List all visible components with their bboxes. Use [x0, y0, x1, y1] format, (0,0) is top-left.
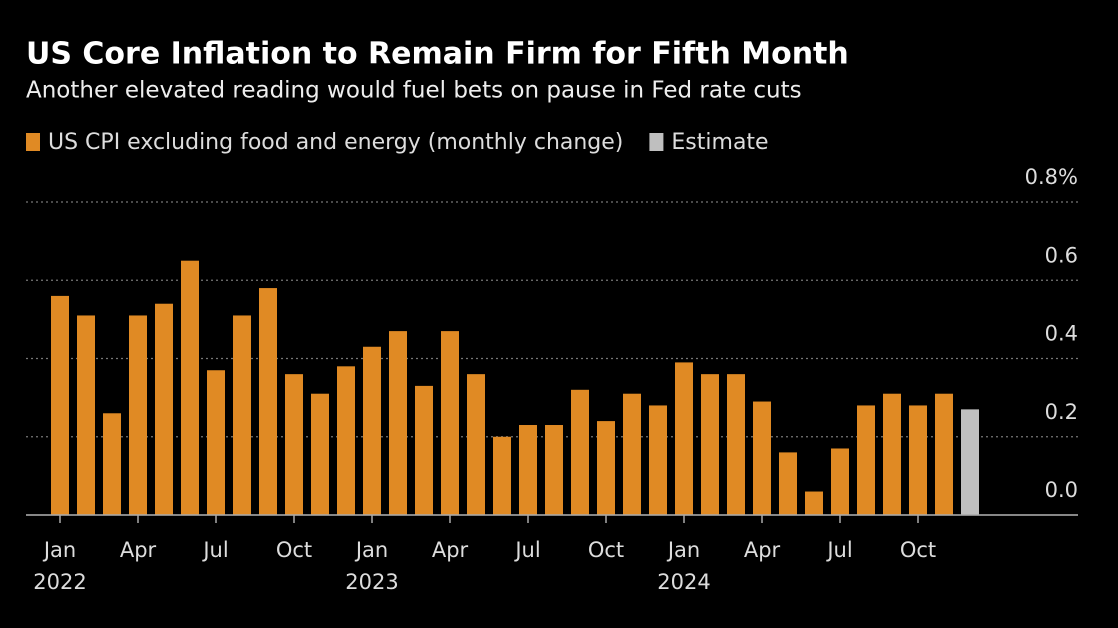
bar: [155, 303, 173, 515]
bar: [311, 393, 329, 515]
bar: [519, 425, 537, 515]
x-tick-label: Jul: [201, 538, 228, 562]
bar: [597, 421, 615, 515]
x-tick-label: Jul: [513, 538, 540, 562]
bar: [753, 401, 771, 515]
bar: [129, 315, 147, 515]
bar: [77, 315, 95, 515]
bar: [909, 405, 927, 515]
x-tick-label: Jan 2023: [345, 538, 398, 594]
bar: [259, 288, 277, 515]
x-tick-label: Apr: [120, 538, 157, 562]
bar: [233, 315, 251, 515]
bar: [571, 389, 589, 515]
y-tick-label: 0.2: [1045, 400, 1078, 424]
chart-title: US Core Inflation to Remain Firm for Fif…: [26, 37, 849, 72]
bar: [207, 370, 225, 515]
bar: [415, 385, 433, 515]
bar: [337, 366, 355, 515]
x-tick-label: Apr: [432, 538, 469, 562]
bar: [857, 405, 875, 515]
legend-label: Estimate: [671, 130, 768, 155]
bar: [441, 331, 459, 515]
legend-swatch: [26, 133, 40, 151]
bar: [389, 331, 407, 515]
y-tick-label: 0.4: [1045, 322, 1078, 346]
bar: [779, 452, 797, 515]
bar: [493, 436, 511, 515]
x-tick-label: Oct: [588, 538, 624, 562]
bar: [805, 491, 823, 515]
bar: [831, 448, 849, 515]
x-tick-label: Oct: [900, 538, 936, 562]
bar: [675, 362, 693, 515]
bar: [883, 393, 901, 515]
x-tick-label: Jan 2024: [657, 538, 710, 594]
bar: [363, 346, 381, 515]
bar: [727, 374, 745, 515]
legend-swatch: [649, 133, 664, 151]
x-tick-label: Apr: [744, 538, 781, 562]
y-tick-label: 0.0: [1045, 478, 1078, 502]
bar: [285, 374, 303, 515]
y-tick-label: 0.6: [1045, 243, 1078, 267]
bar: [701, 374, 719, 515]
bar: [467, 374, 485, 515]
y-tick-label: 0.8%: [1025, 165, 1078, 189]
bar: [935, 393, 953, 515]
bar: [103, 413, 121, 515]
x-tick-label: Oct: [276, 538, 312, 562]
chart-subtitle: Another elevated reading would fuel bets…: [26, 78, 802, 104]
bar: [181, 260, 199, 515]
bar: [961, 409, 979, 515]
legend-label: US CPI excluding food and energy (monthl…: [48, 130, 623, 155]
bar: [545, 425, 563, 515]
x-tick-label: Jul: [825, 538, 852, 562]
bar: [649, 405, 667, 515]
x-tick-label: Jan 2022: [33, 538, 86, 594]
bar: [51, 295, 69, 515]
bar: [623, 393, 641, 515]
